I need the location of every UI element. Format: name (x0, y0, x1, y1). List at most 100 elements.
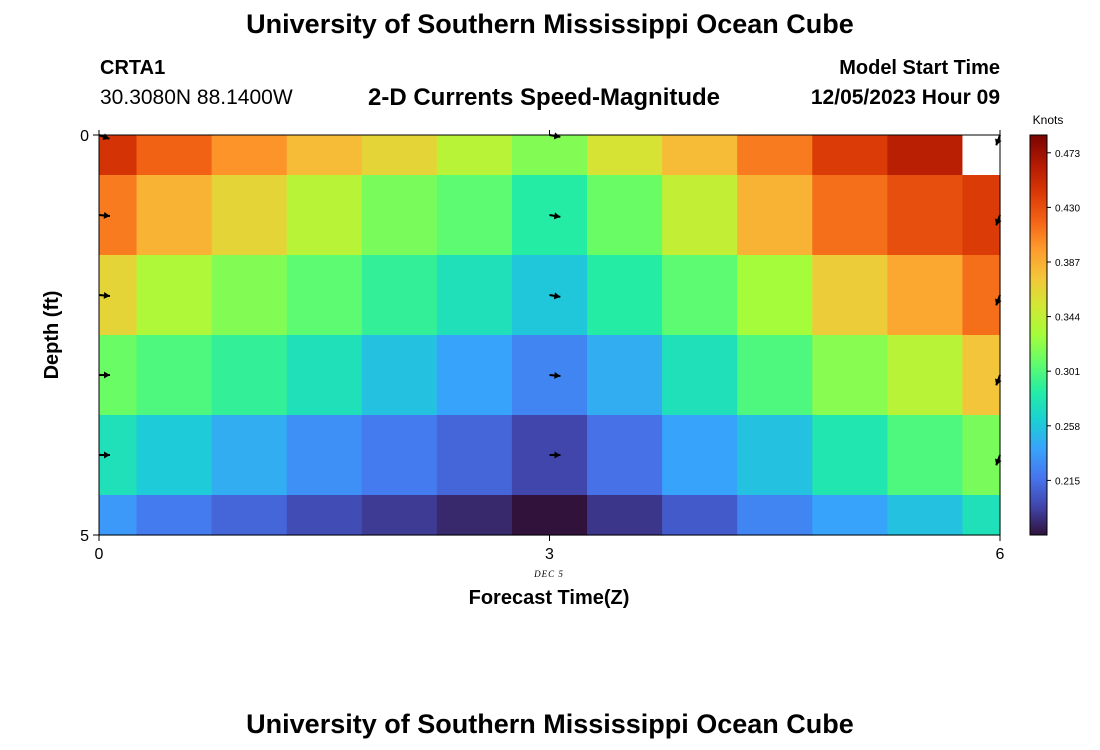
current-vector (549, 212, 561, 220)
heatmap-cell (737, 495, 813, 536)
heatmap-cell (662, 495, 738, 536)
heatmap-cell (136, 175, 213, 256)
current-vector (549, 451, 561, 459)
heatmap-cell (361, 415, 438, 496)
heatmap-cell (812, 135, 888, 176)
heatmap-cell (511, 135, 588, 176)
heatmap-cell (587, 255, 663, 336)
heatmap-cell (737, 335, 813, 416)
y-tick-label: 5 (80, 528, 89, 545)
heatmap-cell (99, 135, 138, 176)
heatmap-cell (962, 175, 1001, 256)
heatmap-cell (136, 135, 213, 176)
model-start-value: 12/05/2023 Hour 09 (810, 86, 1000, 109)
heatmap-cell (737, 135, 813, 176)
heatmap-cell (662, 255, 738, 336)
heatmap-cell (587, 335, 663, 416)
heatmap-cell (436, 335, 513, 416)
heatmap-cell (286, 495, 363, 536)
chart-subtitle: 2-D Currents Speed-Magnitude (368, 84, 721, 111)
station-id: CRTA1 (100, 57, 166, 79)
current-vector (99, 451, 110, 459)
colorbar-tick-label: 0.301 (1055, 367, 1080, 378)
heatmap-cell (211, 495, 288, 536)
heatmap-cell (211, 135, 288, 176)
heatmap-cell (361, 135, 438, 176)
colorbar-tick-label: 0.473 (1055, 149, 1080, 160)
colorbar-tick-label: 0.215 (1055, 476, 1080, 487)
heatmap-cell (812, 175, 888, 256)
station-coordinates: 30.3080N 88.1400W (100, 86, 293, 109)
heatmap-cell (962, 495, 1001, 536)
current-vector (995, 214, 1002, 226)
colorbar-tick-label: 0.344 (1055, 313, 1080, 324)
heatmap-cell (962, 255, 1001, 336)
heatmap-cell (136, 335, 213, 416)
heatmap-cell (511, 495, 588, 536)
heatmap-cell (887, 495, 964, 536)
heatmap-cell (436, 495, 513, 536)
current-vector (98, 211, 111, 219)
current-vector (995, 374, 1002, 386)
colorbar-tick-label: 0.387 (1055, 258, 1080, 269)
footer-title: University of Southern Mississippi Ocean… (246, 709, 854, 739)
heatmap-cell (662, 175, 738, 256)
heatmap-cell (887, 135, 964, 176)
heatmap-cell (812, 495, 888, 536)
heatmap-cell (887, 335, 964, 416)
x-tick-label: 0 (95, 546, 104, 563)
heatmap-cell (737, 415, 813, 496)
current-vector (549, 132, 561, 140)
heatmap-cell (286, 175, 363, 256)
heatmap-cell (436, 415, 513, 496)
colorbar (1029, 134, 1048, 536)
colorbar-tick-label: 0.430 (1055, 203, 1080, 214)
heatmap-cell (737, 175, 813, 256)
heatmap-cell (812, 335, 888, 416)
model-start-label: Model Start Time (839, 57, 1000, 79)
heatmap-cell (361, 175, 438, 256)
heatmap-cell (361, 495, 438, 536)
heatmap-cell (436, 175, 513, 256)
heatmap-cell (436, 255, 513, 336)
current-vector (98, 291, 111, 299)
heatmap-cell (211, 175, 288, 256)
heatmap-cell (587, 135, 663, 176)
heatmap-cell (211, 335, 288, 416)
heatmap-cell (587, 175, 663, 256)
current-vector (995, 294, 1002, 306)
heatmap-cell (962, 135, 1001, 176)
currents-heatmap-chart: 0 3 605 0.4730.4300.3870.3440.3010.2580.21… (41, 113, 1080, 609)
heatmap-cell (361, 255, 438, 336)
heatmap-cell (587, 495, 663, 536)
heatmap-cell (887, 175, 964, 256)
heatmap-cell (587, 415, 663, 496)
x-axis-label: Forecast Time(Z) (469, 587, 630, 609)
colorbar-tick-label: 0.258 (1055, 422, 1080, 433)
heatmap-cell (99, 495, 138, 536)
heatmap-cell (812, 255, 888, 336)
heatmap-cell (136, 415, 213, 496)
date-label: DEC 5 (533, 569, 564, 579)
heatmap-cell (211, 255, 288, 336)
heatmap-cell (887, 415, 964, 496)
current-vector (549, 292, 561, 300)
heatmap-cell (962, 415, 1001, 496)
heatmap-cell (812, 415, 888, 496)
heatmap-cell (286, 335, 363, 416)
page-title: University of Southern Mississippi Ocean… (246, 9, 854, 39)
heatmap-cell (286, 415, 363, 496)
heatmap-cell (737, 255, 813, 336)
heatmap-cell (136, 495, 213, 536)
heatmap-cell (211, 415, 288, 496)
current-vector (99, 371, 110, 379)
heatmap-cell (662, 135, 738, 176)
current-vector (995, 134, 1002, 146)
heatmap-cell (662, 335, 738, 416)
heatmap-cell (286, 255, 363, 336)
heatmap-cell (962, 335, 1001, 416)
x-tick-label: 6 (996, 546, 1005, 563)
x-tick-label: 3 (545, 546, 554, 563)
heatmap-cell (286, 135, 363, 176)
heatmap-cell (361, 335, 438, 416)
